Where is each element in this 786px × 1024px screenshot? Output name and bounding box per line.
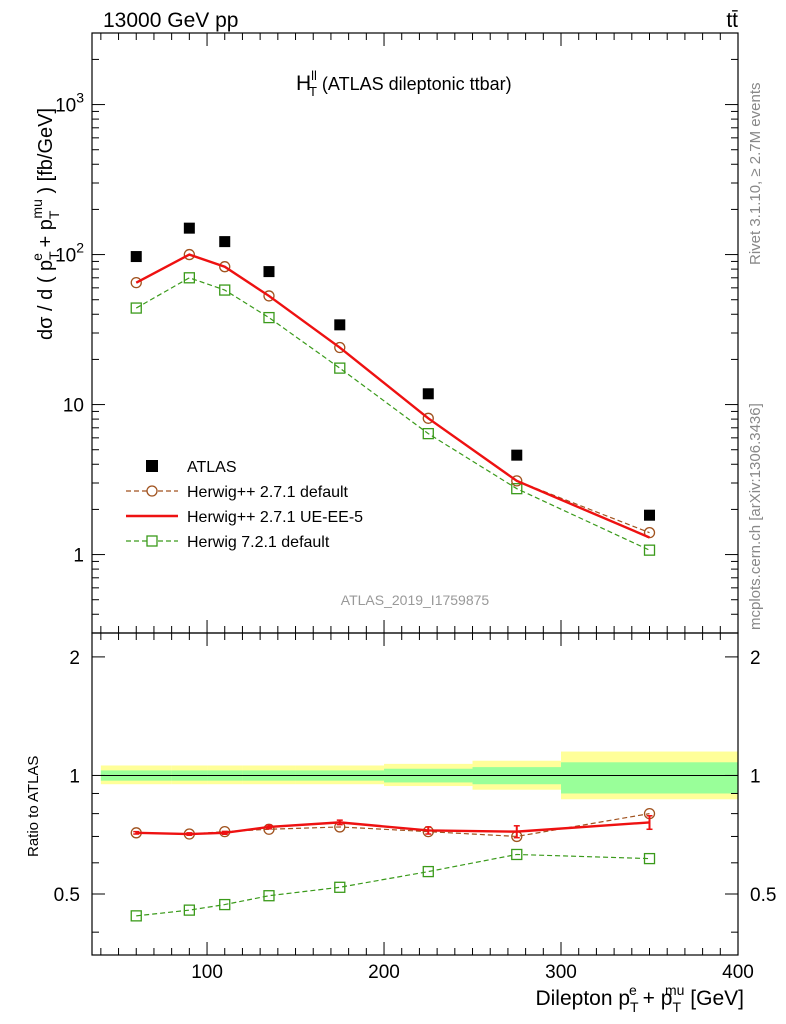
main-y-tick-label: 1 (73, 546, 84, 567)
ratio-y-tick-label-right: 2 (750, 648, 761, 669)
ratio-series-2-point (263, 890, 275, 902)
main-series-3-point (183, 272, 195, 284)
ratio-series-2-point (643, 852, 656, 865)
legend-marker-1 (146, 485, 158, 497)
main-series-1-point (643, 526, 656, 539)
main-series-1-point (130, 276, 142, 289)
legend-label-3: Herwig 7.2.1 default (187, 534, 330, 551)
legend-label-0: ATLAS (187, 459, 237, 476)
x-tick-label: 200 (368, 962, 400, 983)
main-series-0-point (219, 236, 231, 248)
main-series-2-line (135, 253, 650, 539)
main-y-tick-label: 103 (55, 90, 84, 117)
legend-marker-0 (146, 460, 158, 472)
ratio-band-green (561, 762, 738, 794)
main-series-3-point (130, 302, 142, 314)
ratio-series-2-point (334, 881, 346, 893)
main-series-0-point (511, 449, 523, 461)
main-series-1-point (219, 261, 231, 273)
analysis-id-label: ATLAS_2019_I1759875 (341, 592, 490, 608)
ratio-series-2-point (130, 910, 142, 922)
main-series-0-point (422, 388, 434, 400)
legend-label-1: Herwig++ 2.7.1 default (187, 484, 349, 501)
header-energy: 13000 GeV pp (103, 9, 238, 32)
mcplots-label: mcplots.cern.ch [arXiv:1306.3436] (747, 403, 764, 630)
ratio-series-2-point (422, 865, 434, 878)
main-y-axis-label: dσ / d ( pTe + pTmu ) [fb/GeV] (29, 108, 62, 340)
legend-label-2: Herwig++ 2.7.1 UE-EE-5 (187, 509, 363, 526)
ratio-y-tick-label-left: 1 (69, 766, 80, 787)
x-axis-label: Dilepton pTe + pTmu [GeV] (535, 982, 744, 1015)
main-series-3-point (334, 362, 346, 374)
ratio-y-axis-label: Ratio to ATLAS (25, 756, 42, 857)
main-series-0-point (644, 509, 656, 521)
main-series-3-point (422, 427, 434, 440)
main-series-1-point (183, 248, 195, 261)
ratio-series-2-point (183, 904, 195, 916)
ratio-series-2-point (219, 898, 231, 911)
main-series-3-point (511, 483, 523, 495)
ratio-plot-panel: 0.5 0.5 1 1 2 2 100 200 300 400 Ratio to ATLAS Di… (25, 632, 776, 1015)
main-series-0-point (183, 222, 195, 234)
main-series-0-point (263, 266, 275, 278)
x-tick-label: 100 (191, 962, 223, 983)
main-series-0-point (334, 319, 346, 331)
ratio-y-tick-label-left: 2 (69, 648, 80, 669)
legend-marker-3 (146, 535, 158, 547)
ratio-series-2-line (136, 853, 650, 917)
x-tick-label: 300 (545, 962, 577, 983)
main-series-1-point (511, 475, 523, 487)
ratio-series-0-point (263, 823, 275, 835)
header-process: tt̄ (726, 9, 738, 32)
x-tick-label: 400 (722, 962, 754, 983)
main-series-3-point (643, 544, 656, 556)
ratio-series-1-line (136, 821, 650, 836)
main-plot-title: Hll T (ATLAS dileptonic ttbar) (296, 68, 512, 99)
main-series-1-point (263, 290, 275, 302)
main-y-tick-label: 10 (63, 396, 84, 417)
ratio-y-tick-label-right: 1 (750, 766, 761, 787)
main-series-0-point (130, 251, 142, 263)
ratio-plot-frame (91, 632, 739, 956)
main-series-3-point (219, 284, 231, 296)
ratio-series-2-point (511, 848, 523, 861)
legend: ATLAS Herwig++ 2.7.1 default Herwig++ 2.7.… (126, 459, 363, 551)
main-y-tick-label: 102 (55, 240, 84, 267)
main-series-1-point (422, 412, 434, 424)
rivet-version-label: Rivet 3.1.10, ≥ 2.7M events (747, 83, 764, 266)
main-series-1-point (334, 341, 346, 354)
main-series-3-point (263, 311, 275, 324)
ratio-y-tick-label-left: 0.5 (54, 885, 80, 906)
main-series-3-line (135, 277, 650, 551)
ratio-y-tick-label-right: 0.5 (750, 885, 776, 906)
